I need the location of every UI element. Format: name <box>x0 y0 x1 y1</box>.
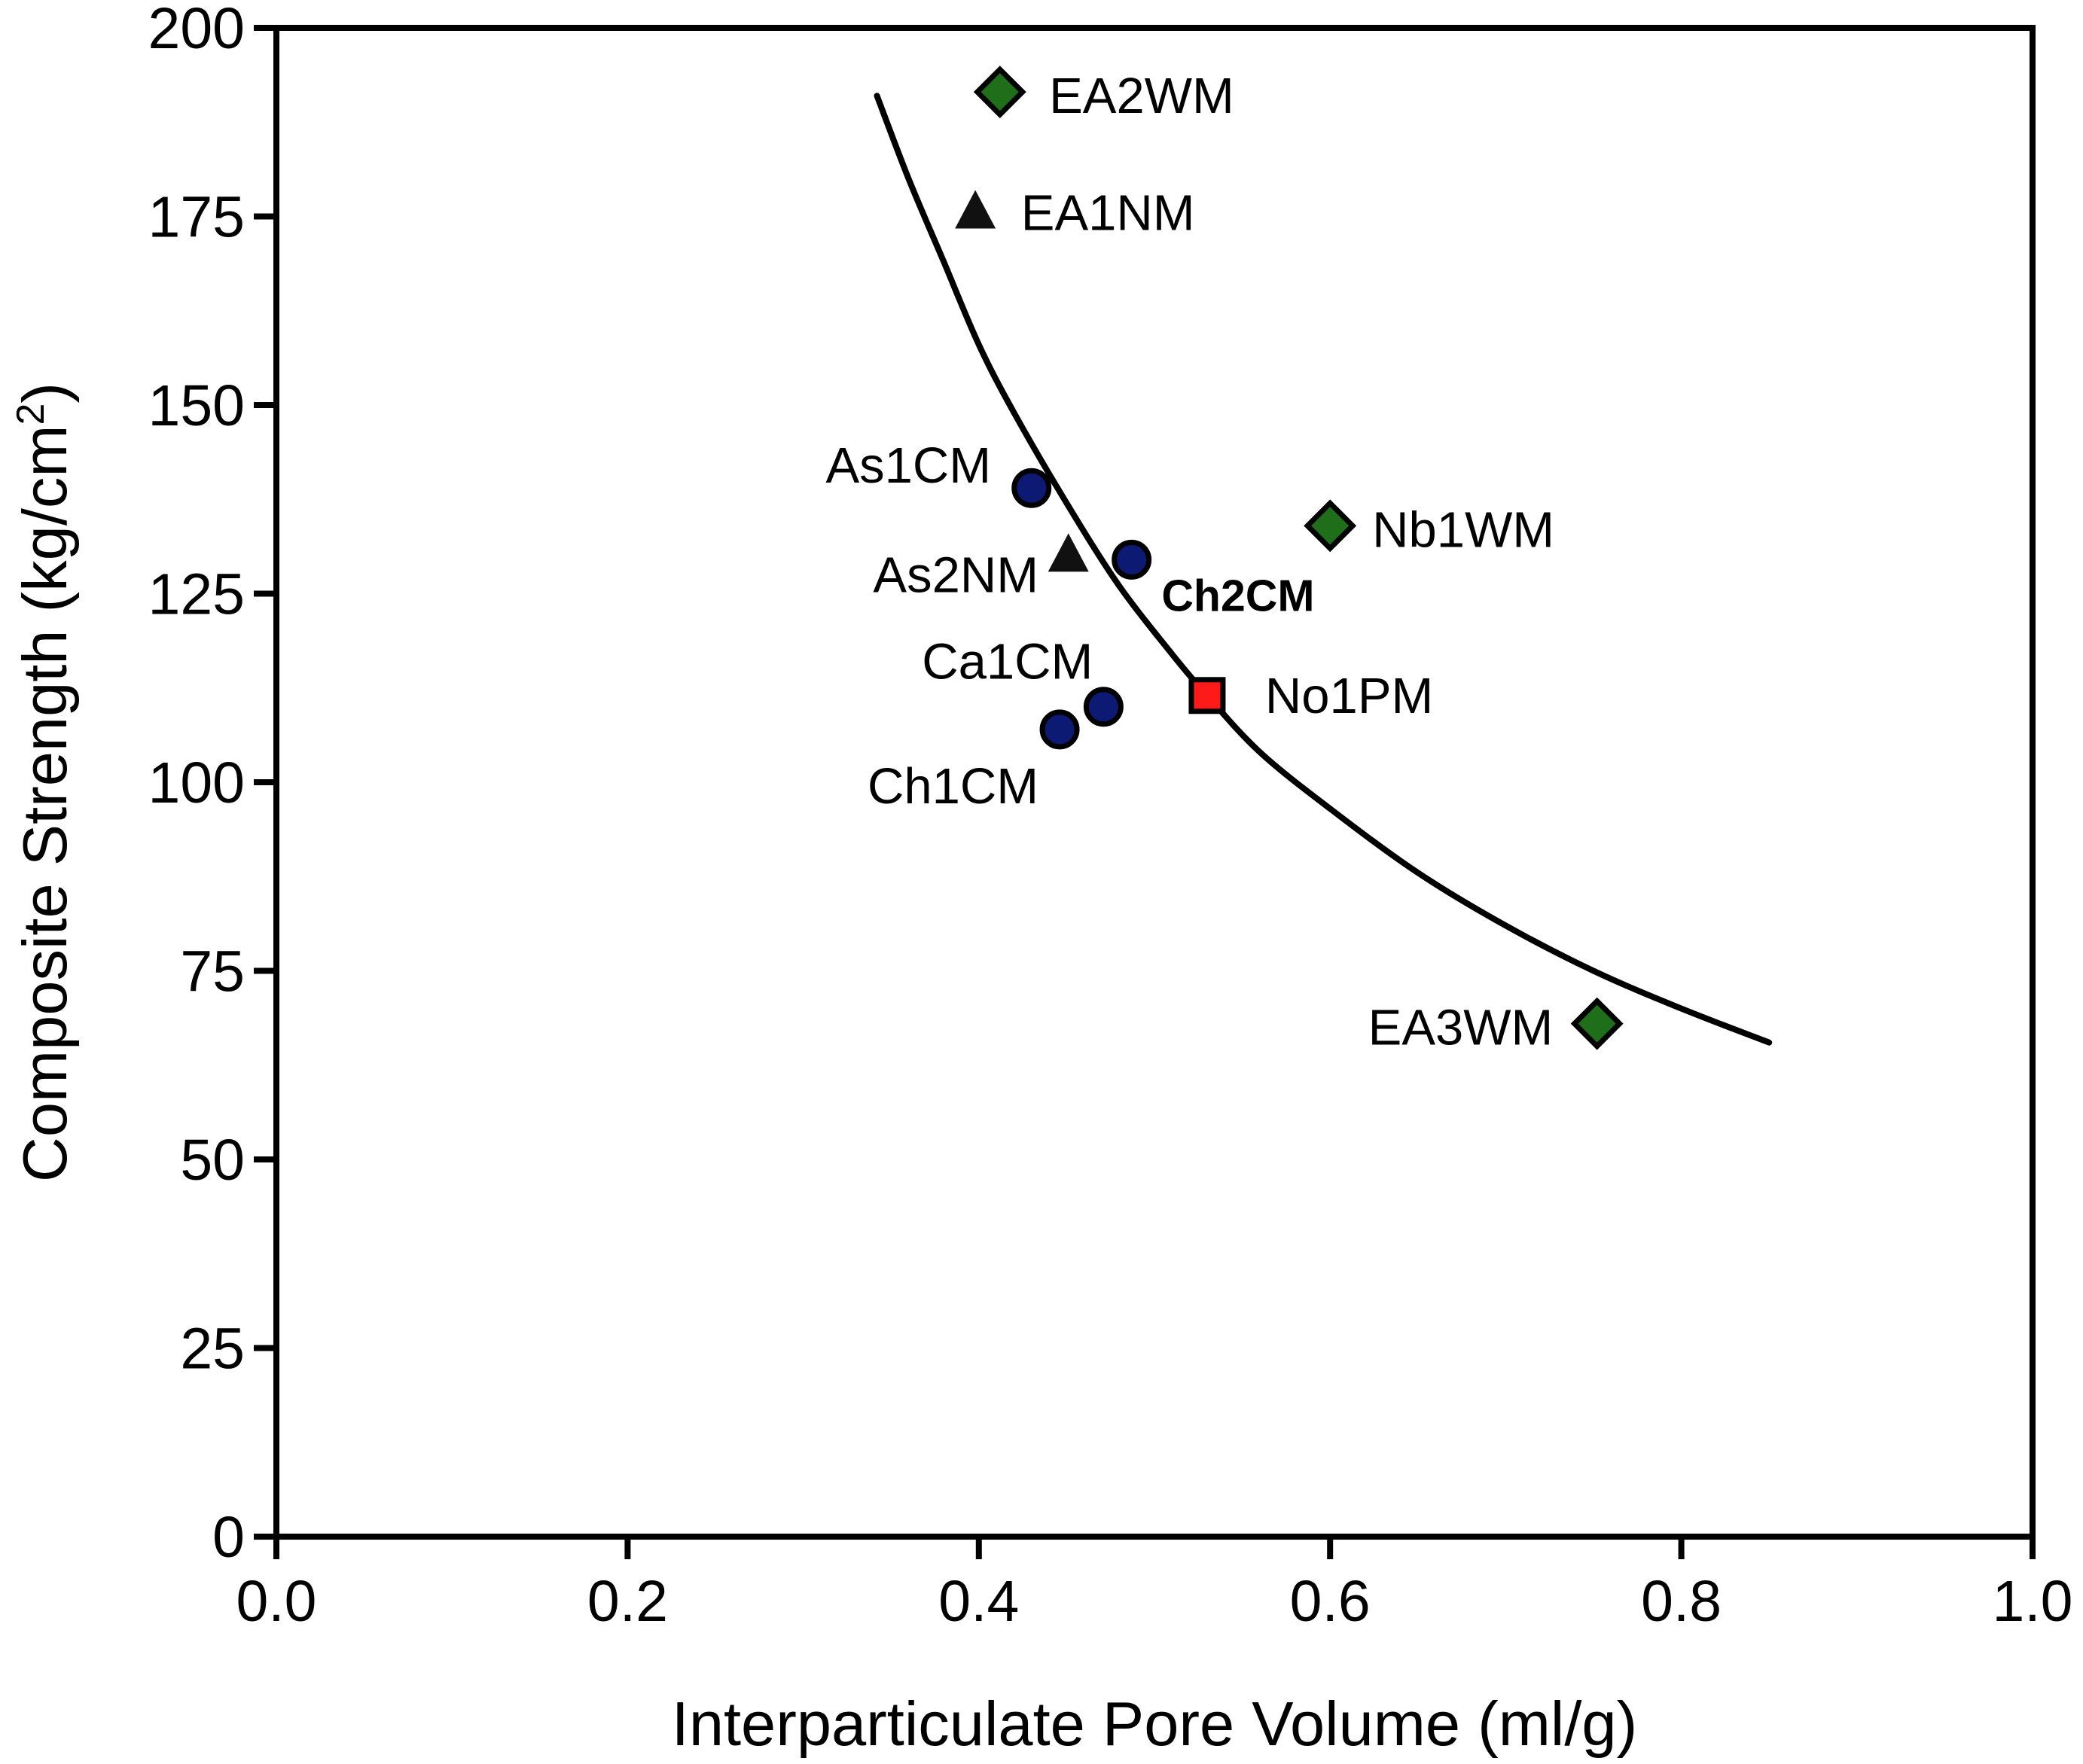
y-tick-label: 25 <box>180 1317 245 1382</box>
x-tick-label: 0.0 <box>236 1569 316 1634</box>
data-point-ea1nm <box>955 190 996 229</box>
data-label-as1cm: As1CM <box>825 437 991 494</box>
y-axis-title-superscript: 2 <box>9 404 53 425</box>
y-tick-label: 125 <box>148 562 245 627</box>
data-point-no1pm <box>1188 677 1226 714</box>
data-point-as2nm <box>1048 533 1089 572</box>
data-points <box>955 66 1624 1050</box>
data-label-ea1nm: EA1NM <box>1021 184 1195 241</box>
y-tick-label: 100 <box>148 751 245 815</box>
data-label-ch1cm: Ch1CM <box>868 758 1038 815</box>
x-tick-label: 0.4 <box>938 1569 1019 1634</box>
y-axis-ticks: 0 25 50 75 100 125 150 175 200 <box>148 0 276 1570</box>
y-tick-label: 0 <box>212 1505 245 1570</box>
y-tick-label: 150 <box>148 373 245 438</box>
x-tick-label: 0.2 <box>587 1569 668 1634</box>
x-axis-title: Interparticulate Pore Volume (ml/g) <box>672 1689 1637 1759</box>
data-point-labels: EA2WM EA1NM As1CM As2NM Ch2CM Ca1CM Ch1CM No1PM… <box>825 68 1554 1056</box>
data-label-ea2wm: EA2WM <box>1049 68 1234 124</box>
data-label-ch2cm: Ch2CM <box>1161 571 1314 621</box>
data-point-nb1wm <box>1304 499 1357 553</box>
y-tick-label: 50 <box>180 1128 245 1193</box>
data-label-ea3wm: EA3WM <box>1368 1000 1554 1056</box>
y-tick-label: 200 <box>148 0 245 61</box>
plot-area <box>273 25 2036 1540</box>
x-axis-ticks: 0.0 0.2 0.4 0.6 0.8 1.0 <box>236 1537 2073 1634</box>
y-axis-title-end: ) <box>10 382 80 404</box>
y-axis-title-main: Composite Strength (kg/cm <box>10 425 80 1182</box>
data-label-as2nm: As2NM <box>873 547 1038 603</box>
data-point-ch2cm <box>1112 539 1152 580</box>
x-tick-label: 1.0 <box>1992 1569 2072 1634</box>
y-tick-label: 175 <box>148 185 245 250</box>
data-point-ch1cm <box>1039 709 1080 750</box>
data-label-nb1wm: Nb1WM <box>1372 501 1554 558</box>
x-tick-label: 0.8 <box>1641 1569 1722 1634</box>
x-tick-label: 0.6 <box>1290 1569 1371 1634</box>
y-tick-label: 75 <box>180 940 245 1004</box>
data-label-no1pm: No1PM <box>1265 668 1433 724</box>
data-point-ea2wm <box>973 66 1026 119</box>
data-point-ca1cm <box>1083 687 1124 727</box>
y-axis-title: Composite Strength (kg/cm2) <box>9 382 80 1182</box>
data-point-as1cm <box>1011 468 1052 508</box>
data-point-ea3wm <box>1570 997 1624 1050</box>
data-label-ca1cm: Ca1CM <box>922 634 1093 690</box>
